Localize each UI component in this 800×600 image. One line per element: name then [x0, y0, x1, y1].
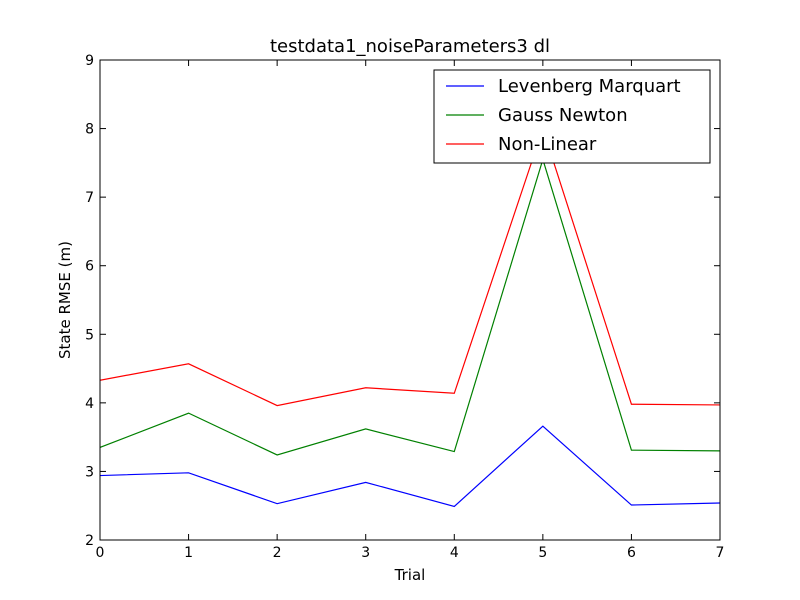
x-tick-label: 6: [627, 545, 636, 561]
y-tick-label: 5: [85, 327, 94, 343]
x-tick-label: 0: [96, 545, 105, 561]
y-tick-label: 7: [85, 190, 94, 206]
y-tick-label: 6: [85, 259, 94, 275]
y-tick-label: 2: [85, 533, 94, 549]
series-layer: [100, 126, 720, 508]
x-tick-labels: 0 1 2 3 4 5 6 7: [96, 545, 725, 561]
series-line-non-linear: [100, 126, 720, 407]
y-tick-label: 8: [85, 122, 94, 138]
legend-label: Gauss Newton: [498, 105, 628, 126]
y-axis-title: State RMSE (m): [56, 241, 74, 359]
y-tick-label: 9: [85, 53, 94, 69]
series-line-gauss-newton: [100, 157, 720, 456]
x-tick-label: 5: [538, 545, 547, 561]
x-tick-label: 7: [716, 545, 725, 561]
chart-title: testdata1_noiseParameters3 dl: [270, 36, 550, 57]
legend-label: Non-Linear: [498, 134, 597, 155]
x-tick-label: 2: [273, 545, 282, 561]
x-tick-label: 3: [361, 545, 370, 561]
x-tick-label: 4: [450, 545, 459, 561]
legend-label: Levenberg Marquart: [498, 76, 681, 97]
x-tick-label: 1: [184, 545, 193, 561]
y-tick-label: 3: [85, 464, 94, 480]
x-axis-title: Trial: [394, 566, 426, 584]
plot-frame: [99, 59, 721, 541]
y-tick-label: 4: [85, 396, 94, 412]
legend: Levenberg Marquart Gauss Newton Non-Linear: [433, 69, 711, 164]
series-line-levenberg-marquart: [100, 425, 720, 508]
y-tick-labels: 2 3 4 5 6 7 8 9: [85, 53, 94, 549]
